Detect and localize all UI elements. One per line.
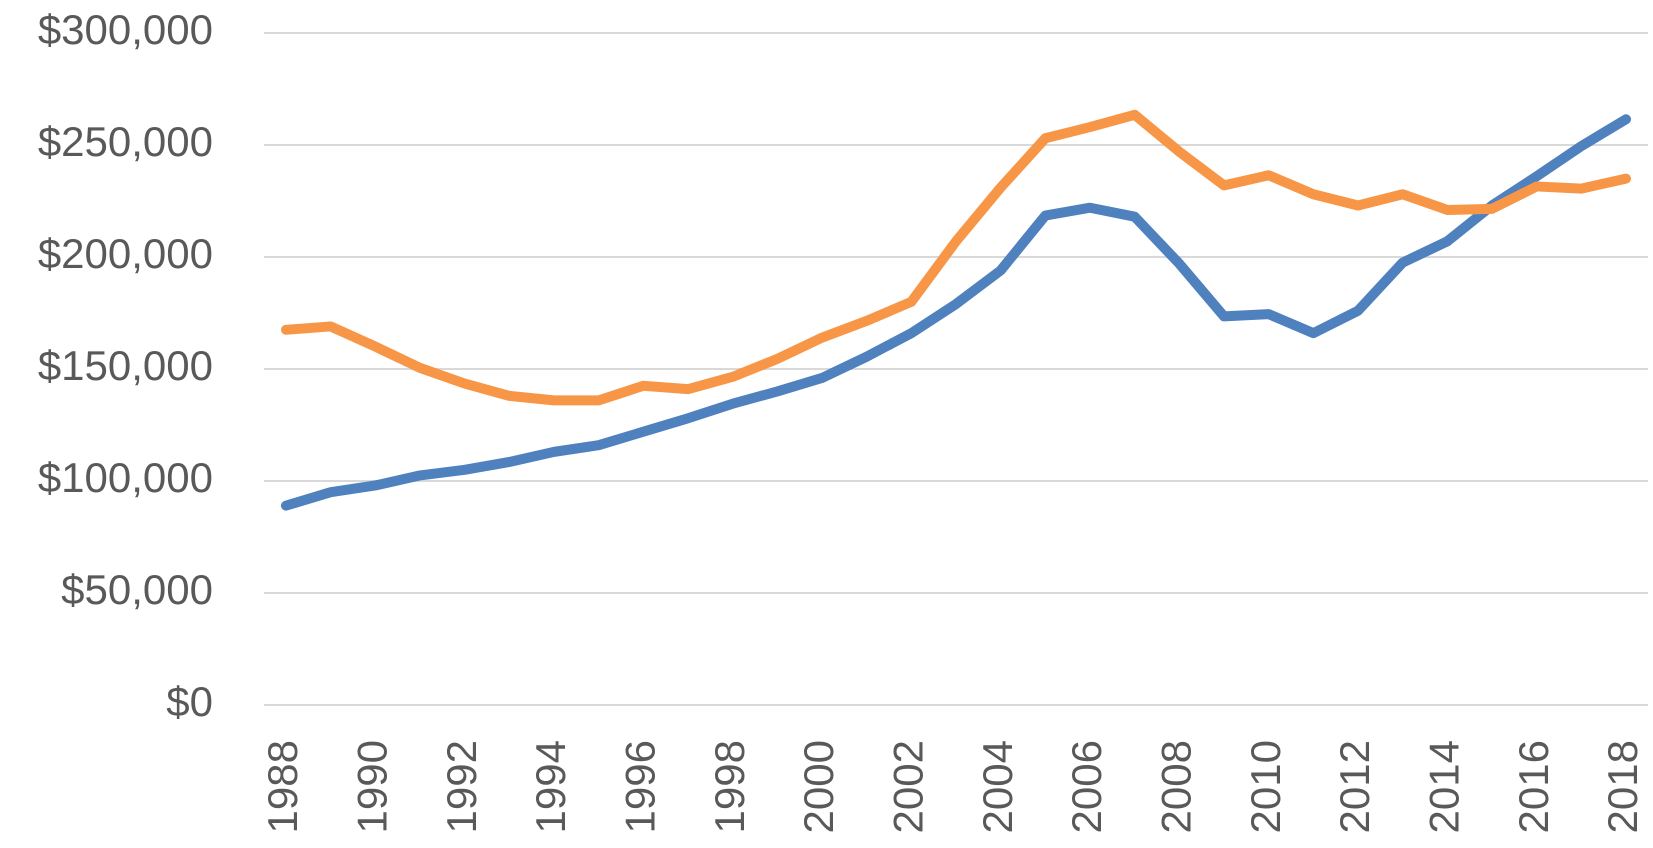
x-tick-label: 2004 [974, 740, 1021, 833]
y-tick-label: $150,000 [38, 342, 213, 389]
y-tick-label: $300,000 [38, 6, 213, 53]
x-tick-label: 2016 [1510, 740, 1557, 833]
line-series [281, 109, 1631, 406]
x-tick-label: 2010 [1242, 740, 1289, 833]
y-tick-label: $0 [166, 678, 213, 725]
x-tick-label: 2002 [884, 740, 931, 833]
x-tick-label: 2006 [1063, 740, 1110, 833]
x-tick-label: 1990 [348, 740, 395, 833]
x-tick-label: 2000 [795, 740, 842, 833]
x-tick-label: 2008 [1152, 740, 1199, 833]
x-tick-label: 1998 [706, 740, 753, 833]
line-series [281, 114, 1631, 511]
x-tick-label: 1994 [527, 740, 574, 833]
x-tick-label: 1996 [616, 740, 663, 833]
x-tick-label: 2018 [1599, 740, 1646, 833]
y-tick-label: $100,000 [38, 454, 213, 501]
x-tick-label: 2012 [1331, 740, 1378, 833]
y-tick-label: $250,000 [38, 118, 213, 165]
x-tick-label: 1988 [259, 740, 306, 833]
y-tick-label: $200,000 [38, 230, 213, 277]
y-tick-label: $50,000 [61, 566, 213, 613]
x-tick-label: 1992 [438, 740, 485, 833]
x-tick-label: 2014 [1420, 740, 1467, 833]
